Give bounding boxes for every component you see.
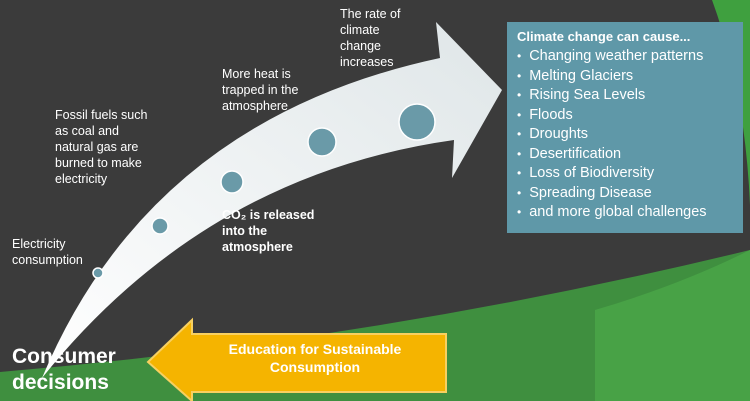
effect-item: Spreading Disease: [517, 184, 733, 204]
effect-item: Desertification: [517, 145, 733, 165]
step-circle: [307, 127, 337, 157]
step-circle: [92, 267, 104, 279]
effect-item: Rising Sea Levels: [517, 86, 733, 106]
effect-item: Changing weather patterns: [517, 47, 733, 67]
step-label: Electricity consumption: [12, 237, 83, 267]
step-label: The rate of climate change increases: [340, 7, 401, 69]
step-circle: [398, 103, 436, 141]
education-label: Education for Sustainable Consumption: [228, 341, 402, 375]
effect-item: and more global challenges: [517, 203, 733, 223]
effect-item: Melting Glaciers: [517, 67, 733, 87]
green-ground-light: [595, 250, 750, 401]
step-circle: [220, 170, 244, 194]
education-arrow: [146, 317, 447, 401]
step-label: More heat is trapped in the atmosphere: [222, 67, 299, 113]
effect-item: Loss of Biodiversity: [517, 164, 733, 184]
emission-label: CO₂ is released into the atmosphere: [222, 208, 315, 254]
effect-item: Floods: [517, 106, 733, 126]
effects-list: Changing weather patternsMelting Glacier…: [517, 47, 733, 223]
step-circle: [151, 217, 169, 235]
effects-title: Climate change can cause...: [517, 29, 691, 44]
curved-arrow: [42, 22, 502, 378]
effects-box: Climate change can cause... Changing wea…: [507, 22, 743, 233]
step-label: Fossil fuels such as coal and natural ga…: [55, 108, 148, 186]
start-label: Consumer decisions: [12, 345, 116, 394]
effect-item: Droughts: [517, 125, 733, 145]
